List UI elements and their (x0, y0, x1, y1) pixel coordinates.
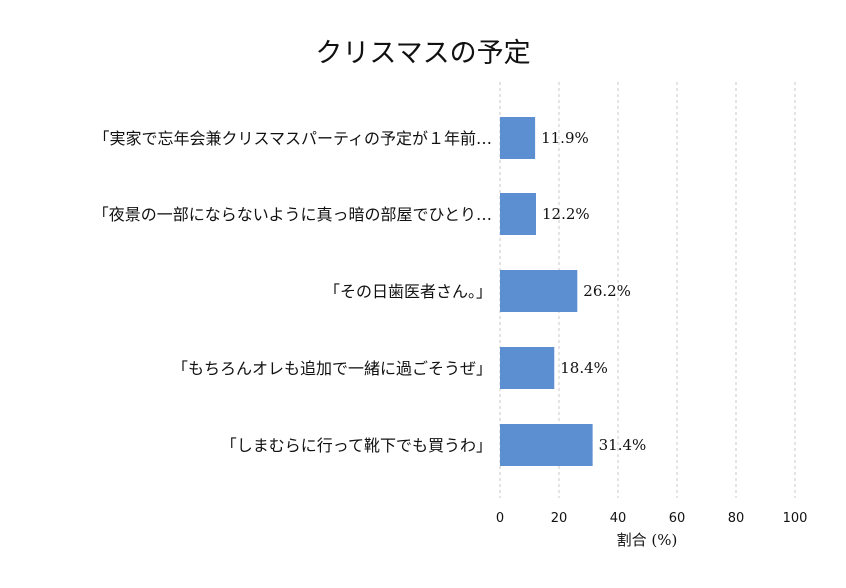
value-labels: 11.9% 12.2% 26.2% 18.4% 31.4% (541, 129, 646, 454)
chart-title: クリスマスの予定 (315, 38, 530, 69)
x-tick-labels: 0 20 40 60 80 100 (496, 511, 808, 526)
x-tick-20: 20 (551, 511, 568, 526)
value-label-4: 31.4% (599, 436, 647, 454)
bars (500, 117, 593, 466)
x-axis-label: 割合 (%) (617, 531, 678, 549)
x-tick-40: 40 (610, 511, 627, 526)
value-label-0: 11.9% (541, 129, 589, 147)
category-labels: 「実家で忘年会兼クリスマスパーティの予定が１年前… 「夜景の一部にならないように真… (93, 129, 492, 455)
bar-3 (500, 347, 555, 389)
x-tick-0: 0 (496, 511, 504, 526)
category-label-3: 「もちろんオレも追加で一緒に過ごそうぜ」 (172, 359, 492, 378)
value-label-3: 18.4% (560, 359, 608, 377)
x-tick-100: 100 (783, 511, 808, 526)
value-label-1: 12.2% (542, 205, 590, 223)
bar-2 (500, 270, 578, 312)
bar-1 (500, 193, 536, 235)
x-tick-80: 80 (728, 511, 745, 526)
bar-4 (500, 424, 593, 466)
value-label-2: 26.2% (583, 282, 631, 300)
x-tick-60: 60 (669, 511, 686, 526)
category-label-2: 「その日歯医者さん。」 (324, 282, 492, 301)
category-label-0: 「実家で忘年会兼クリスマスパーティの予定が１年前… (93, 129, 492, 148)
category-label-4: 「しまむらに行って靴下でも買うわ」 (221, 436, 492, 455)
category-label-1: 「夜景の一部にならないように真っ暗の部屋でひとり… (93, 205, 492, 224)
bar-0 (500, 117, 536, 159)
